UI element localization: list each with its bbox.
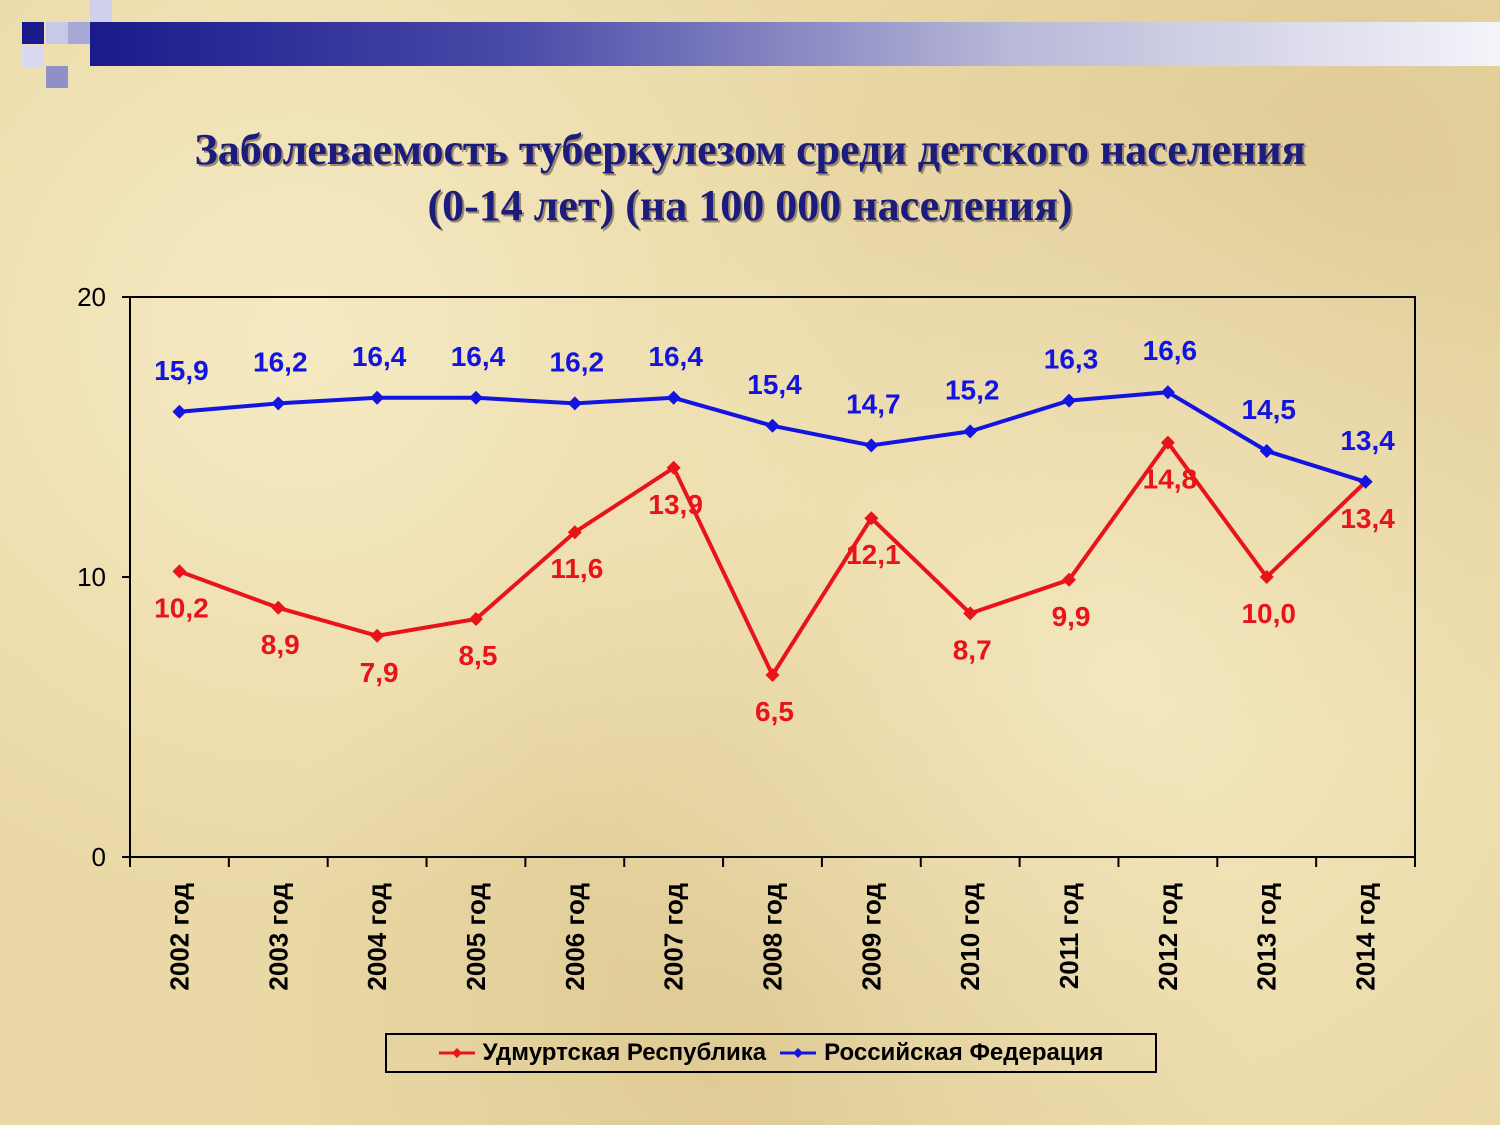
data-point-russia [468, 390, 483, 405]
data-point-udmurtia [567, 525, 582, 540]
data-label-russia: 16,6 [1143, 335, 1198, 366]
x-tick-label: 2004 год [362, 883, 392, 991]
data-label-russia: 15,4 [747, 369, 802, 400]
data-label-russia: 16,2 [253, 346, 308, 377]
data-label-russia: 15,2 [945, 374, 1000, 405]
data-point-udmurtia [963, 606, 978, 621]
header-square-light [68, 22, 90, 44]
chart-legend: Удмуртская Республика Российская Федерац… [385, 1033, 1157, 1073]
data-point-russia [1160, 385, 1175, 400]
x-tick-label: 2014 год [1351, 883, 1381, 991]
y-tick-label: 20 [77, 282, 106, 312]
legend-marker-udmurtia [438, 1048, 475, 1058]
data-label-russia: 14,5 [1241, 394, 1296, 425]
data-point-udmurtia [1259, 570, 1274, 584]
data-label-russia: 14,7 [846, 388, 901, 419]
y-tick-label: 10 [77, 562, 106, 592]
header-square-light [22, 46, 44, 68]
data-label-udmurtia: 10,2 [154, 592, 209, 623]
legend-item-russia: Российская Федерация [780, 1039, 1103, 1067]
x-tick-label: 2007 год [659, 883, 689, 991]
data-point-russia [370, 390, 385, 405]
x-tick-label: 2010 год [955, 883, 985, 991]
data-label-russia: 16,4 [648, 341, 703, 372]
data-point-russia [666, 390, 681, 405]
data-point-russia [963, 424, 978, 439]
x-tick-label: 2011 год [1054, 883, 1084, 990]
header-square-dark [22, 22, 44, 44]
data-label-udmurtia: 12,1 [846, 539, 901, 570]
x-tick-label: 2003 год [263, 883, 293, 991]
data-point-russia [1062, 393, 1077, 408]
x-tick-label: 2008 год [758, 883, 788, 991]
data-point-udmurtia [370, 628, 385, 643]
data-point-russia [1259, 444, 1274, 458]
x-tick-label: 2002 год [164, 883, 194, 991]
legend-item-udmurtia: Удмуртская Республика [438, 1039, 767, 1067]
header-square-light [46, 22, 68, 44]
legend-label-russia: Российская Федерация [824, 1039, 1104, 1066]
y-tick-label: 0 [92, 842, 106, 872]
data-label-russia: 16,3 [1044, 344, 1099, 375]
data-label-russia: 16,4 [352, 341, 407, 372]
data-label-udmurtia: 8,7 [953, 634, 992, 665]
data-point-udmurtia [271, 600, 286, 615]
data-point-udmurtia [864, 511, 879, 526]
data-point-russia [567, 396, 582, 411]
slide-title: Заболеваемость туберкулезом среди детско… [0, 122, 1500, 234]
x-tick-label: 2013 год [1252, 883, 1282, 991]
data-label-udmurtia: 13,4 [1340, 503, 1395, 534]
data-point-udmurtia [1062, 572, 1077, 587]
data-label-udmurtia: 11,6 [550, 553, 603, 584]
data-point-udmurtia [468, 612, 483, 626]
data-label-udmurtia: 6,5 [755, 696, 794, 727]
x-tick-label: 2009 год [856, 883, 886, 991]
data-point-udmurtia [765, 668, 780, 682]
data-label-udmurtia: 8,9 [261, 629, 300, 660]
data-label-udmurtia: 13,9 [648, 489, 703, 520]
slide-title-line-1: Заболеваемость туберкулезом среди детско… [194, 125, 1306, 174]
data-label-russia: 13,4 [1340, 425, 1395, 456]
data-point-russia [864, 438, 879, 453]
data-label-udmurtia: 10,0 [1241, 598, 1296, 629]
x-tick-label: 2006 год [560, 883, 590, 991]
data-point-udmurtia [666, 460, 681, 475]
data-label-russia: 16,4 [451, 341, 506, 372]
data-point-udmurtia [172, 564, 187, 579]
slide-title-line-2: (0-14 лет) (на 100 000 населения) [427, 181, 1073, 230]
data-point-russia [1358, 474, 1373, 489]
header-square-light [90, 0, 112, 22]
legend-marker-russia [780, 1048, 817, 1058]
data-label-udmurtia: 14,8 [1143, 464, 1198, 495]
x-tick-label: 2012 год [1153, 883, 1183, 991]
data-label-udmurtia: 8,5 [458, 640, 497, 671]
data-point-udmurtia [1160, 435, 1175, 450]
data-label-russia: 15,9 [154, 355, 209, 386]
data-point-russia [172, 404, 187, 419]
data-label-russia: 16,2 [550, 346, 605, 377]
x-tick-label: 2005 год [461, 883, 491, 991]
data-label-udmurtia: 7,9 [360, 657, 399, 688]
data-point-russia [765, 418, 780, 433]
header-gradient-bar [90, 22, 1500, 66]
data-point-russia [271, 396, 286, 411]
header-square-mid [46, 66, 68, 88]
legend-label-udmurtia: Удмуртская Республика [482, 1039, 767, 1066]
data-label-udmurtia: 9,9 [1052, 601, 1091, 632]
